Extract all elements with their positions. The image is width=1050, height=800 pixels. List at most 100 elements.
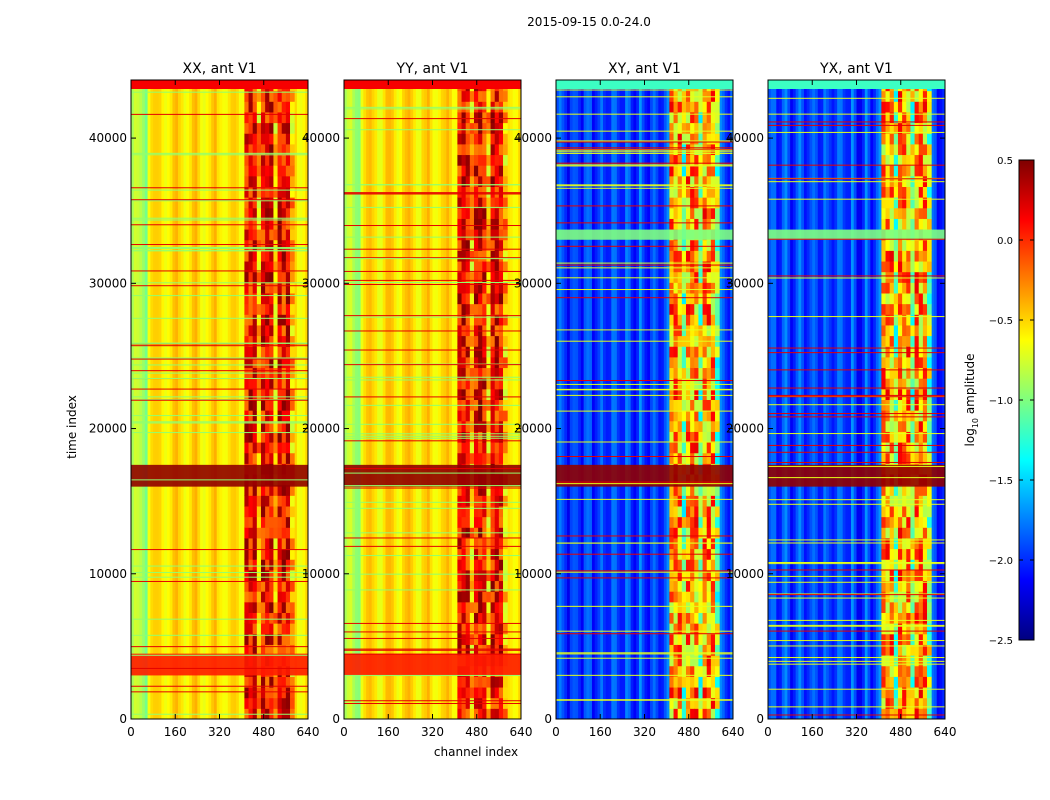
heatmap-cell [482, 506, 487, 518]
flag-line [344, 501, 521, 503]
heatmap-cell [482, 218, 487, 230]
heatmap-cell [269, 101, 274, 113]
heatmap-cell [702, 633, 708, 645]
heatmap-cell [893, 655, 899, 667]
heatmap-cell [690, 197, 695, 209]
heatmap-cell [482, 239, 487, 251]
heatmap-cell [273, 186, 279, 198]
flag-line [556, 130, 733, 132]
heatmap-cell [694, 367, 699, 379]
heatmap-cell [885, 506, 891, 518]
heatmap-cell [685, 591, 691, 603]
heatmap-cell [910, 708, 916, 720]
heatmap-cell [715, 239, 720, 251]
heatmap-cell [248, 484, 254, 496]
heatmap-cell [469, 687, 475, 699]
heatmap-cell [290, 548, 295, 560]
heatmap-cell [461, 175, 467, 187]
heatmap-cell [273, 601, 279, 613]
heatmap-cell [290, 111, 295, 124]
heatmap-cell [290, 250, 295, 262]
heatmap-cell [889, 346, 895, 358]
heatmap-cell [486, 303, 492, 315]
heatmap-cell [918, 356, 924, 369]
heatmap-cell [478, 537, 483, 550]
heatmap-cell [273, 101, 279, 113]
heatmap-cell [465, 623, 471, 635]
heatmap-cell [285, 356, 291, 369]
heatmap-cell [494, 229, 500, 241]
heatmap-cell [881, 687, 887, 699]
heatmap-cell [498, 122, 504, 134]
heatmap-cell [256, 293, 262, 305]
heatmap-cell [922, 218, 928, 230]
flag-line [344, 637, 521, 639]
heatmap-cell [260, 324, 266, 337]
heatmap-cell [281, 143, 287, 156]
heatmap-cell [498, 420, 504, 432]
heatmap-cell [273, 676, 279, 688]
heatmap-cell [914, 356, 920, 369]
heatmap-cell [927, 537, 932, 550]
heatmap-column [792, 80, 797, 719]
heatmap-cell [694, 676, 699, 688]
heatmap-cell [698, 165, 704, 177]
heatmap-cell [457, 591, 463, 603]
heatmap-cell [281, 111, 287, 124]
flag-line [344, 193, 521, 195]
heatmap-cell [677, 442, 683, 454]
heatmap-column [352, 80, 356, 719]
heatmap-cell [910, 239, 916, 251]
heatmap-column [666, 80, 670, 719]
heatmap-cell [715, 452, 720, 464]
heatmap-cell [252, 452, 258, 464]
heatmap-cell [285, 697, 291, 709]
heatmap-cell [893, 122, 899, 134]
heatmap-cell [461, 410, 467, 422]
heatmap-cell [473, 218, 479, 230]
heatmap-cell [469, 367, 475, 379]
heatmap-cell [248, 399, 254, 411]
heatmap-cell [290, 324, 295, 337]
heatmap-cell [465, 250, 471, 262]
heatmap-cell [482, 633, 487, 645]
heatmap-cell [269, 239, 274, 251]
flag-line [131, 154, 308, 156]
flag-line [131, 285, 308, 287]
heatmap-cell [918, 314, 924, 326]
heatmap-cell [710, 516, 716, 528]
heatmap-column [371, 80, 375, 719]
heatmap-cell [715, 378, 720, 390]
heatmap-cell [685, 122, 691, 134]
flag-line [768, 503, 945, 505]
heatmap-cell [494, 335, 500, 347]
heatmap-cell [902, 154, 907, 166]
heatmap-cell [503, 378, 508, 390]
heatmap-column [842, 80, 846, 719]
heatmap-cell [503, 122, 508, 134]
heatmap-cell [706, 378, 712, 390]
heatmap-cell [694, 569, 699, 582]
heatmap-cell [290, 612, 295, 624]
heatmap-cell [694, 527, 699, 539]
heatmap-cell [698, 218, 704, 230]
heatmap-column [424, 80, 428, 719]
flag-line [556, 535, 733, 537]
heatmap-cell [690, 623, 695, 635]
heatmap-cell [914, 197, 920, 209]
heatmap-cell [681, 506, 687, 518]
heatmap-cell [457, 335, 463, 347]
heatmap-cell [914, 559, 920, 571]
heatmap-cell [885, 580, 891, 592]
flag-line [556, 185, 733, 187]
heatmap-cell [906, 623, 911, 635]
flag-line [556, 152, 733, 154]
heatmap-cell [893, 111, 899, 124]
heatmap-cell [881, 537, 887, 550]
heatmap-cell [698, 516, 704, 528]
heatmap-cell [244, 495, 250, 507]
heatmap-cell [260, 612, 266, 624]
heatmap-cell [677, 250, 683, 262]
heatmap-cell [473, 378, 479, 390]
flag-line [344, 573, 521, 575]
